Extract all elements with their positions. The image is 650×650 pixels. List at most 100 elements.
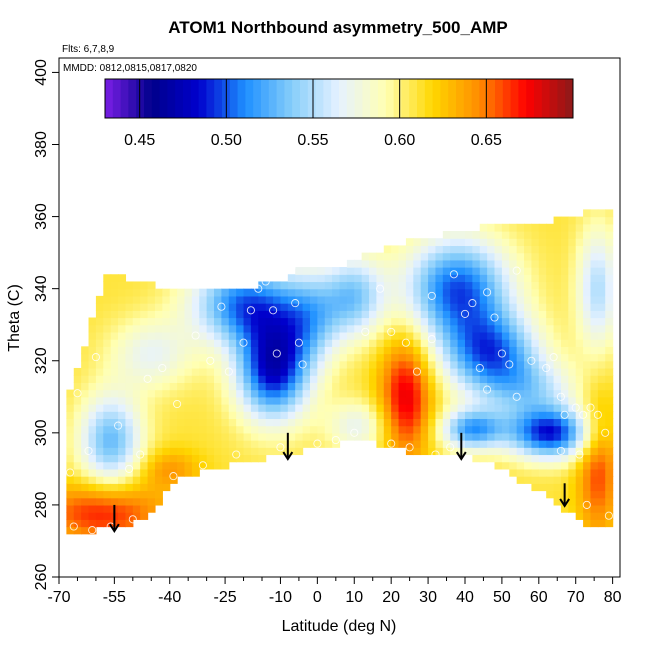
heatmap-cell	[287, 360, 296, 369]
heatmap-cell	[405, 425, 414, 434]
heatmap-cell	[405, 331, 414, 340]
heatmap-cell	[154, 324, 163, 333]
heatmap-cell	[605, 231, 614, 239]
heatmap-cell	[501, 461, 510, 470]
heatmap-cell	[184, 367, 193, 376]
colorbar-swatch	[518, 79, 527, 118]
heatmap-cell	[81, 519, 90, 528]
heatmap-cell	[391, 425, 400, 434]
heatmap-cell	[524, 231, 533, 239]
heatmap-cell	[398, 425, 407, 434]
heatmap-cell	[184, 411, 193, 420]
heatmap-cell	[575, 288, 584, 297]
heatmap-cell	[597, 454, 606, 463]
heatmap-cell	[479, 295, 488, 304]
heatmap-cell	[605, 245, 614, 254]
heatmap-cell	[361, 411, 370, 420]
heatmap-cell	[125, 353, 134, 362]
heatmap-cell	[560, 295, 569, 304]
heatmap-cell	[103, 396, 112, 405]
heatmap-cell	[295, 389, 304, 398]
heatmap-cell	[383, 295, 392, 304]
heatmap-cell	[369, 274, 378, 283]
heatmap-cell	[501, 454, 510, 463]
heatmap-cell	[546, 252, 555, 261]
x-axis-label: Latitude (deg N)	[282, 618, 397, 635]
heatmap-cell	[273, 317, 282, 326]
y-tick-label: 260	[33, 564, 50, 591]
colorbar-swatch	[183, 79, 192, 118]
heatmap-cell	[273, 331, 282, 340]
heatmap-cell	[162, 310, 171, 319]
heatmap-cell	[214, 411, 222, 420]
heatmap-cell	[420, 238, 429, 247]
heatmap-cell	[442, 425, 451, 434]
heatmap-cell	[103, 440, 112, 448]
heatmap-cell	[472, 418, 481, 427]
heatmap-cell	[413, 346, 422, 355]
heatmap-cell	[575, 259, 584, 268]
observation-point	[483, 288, 492, 297]
heatmap-cell	[457, 396, 466, 405]
heatmap-cell	[214, 447, 222, 456]
heatmap-cell	[487, 396, 496, 405]
heatmap-cell	[590, 245, 599, 254]
heatmap-cell	[258, 447, 267, 456]
heatmap-cell	[154, 295, 163, 304]
heatmap-cell	[413, 447, 422, 456]
heatmap-cell	[590, 440, 599, 448]
heatmap-cell	[457, 274, 466, 283]
heatmap-cell	[442, 360, 451, 369]
heatmap-cell	[590, 461, 599, 470]
heatmap-cell	[228, 382, 237, 391]
heatmap-cell	[442, 303, 451, 311]
colorbar-swatch	[229, 79, 239, 118]
heatmap-cell	[524, 281, 533, 290]
heatmap-cell	[479, 375, 488, 383]
heatmap-cell	[250, 360, 259, 369]
heatmap-cell	[538, 238, 547, 247]
heatmap-cell	[560, 476, 569, 484]
heatmap-cell	[597, 432, 606, 441]
heatmap-cell	[280, 367, 289, 376]
heatmap-cell	[280, 331, 289, 340]
heatmap-cell	[442, 382, 451, 391]
heatmap-cell	[583, 209, 592, 218]
heatmap-cell	[199, 360, 208, 369]
heatmap-cell	[472, 454, 481, 463]
heatmap-cell	[346, 303, 355, 311]
colorbar-swatch	[237, 79, 246, 118]
heatmap-cell	[376, 432, 385, 441]
heatmap-cell	[177, 353, 186, 362]
heatmap-cell	[110, 389, 119, 398]
heatmap-cell	[236, 447, 245, 456]
heatmap-cell	[73, 382, 82, 391]
heatmap-cell	[369, 339, 378, 347]
heatmap-cell	[140, 331, 149, 340]
heatmap-cell	[464, 382, 473, 391]
heatmap-cell	[258, 440, 267, 448]
heatmap-cell	[531, 324, 540, 333]
heatmap-cell	[324, 411, 333, 420]
heatmap-cell	[494, 432, 503, 441]
observation-point	[206, 356, 215, 365]
heatmap-cell	[450, 411, 459, 420]
heatmap-cell	[568, 375, 577, 383]
heatmap-cell	[103, 476, 112, 484]
heatmap-cell	[302, 425, 311, 434]
heatmap-cell	[435, 245, 444, 254]
heatmap-cell	[575, 245, 584, 254]
heatmap-cell	[317, 310, 326, 319]
heatmap-cell	[597, 295, 606, 304]
heatmap-cell	[147, 440, 156, 448]
heatmap-cell	[206, 375, 215, 383]
heatmap-cell	[516, 389, 525, 398]
heatmap-cell	[501, 259, 510, 268]
heatmap-cell	[199, 339, 208, 347]
heatmap-cell	[509, 231, 518, 239]
heatmap-cell	[494, 396, 503, 405]
heatmap-cell	[450, 375, 459, 383]
heatmap-cell	[125, 303, 134, 311]
heatmap-cell	[258, 281, 267, 290]
heatmap-cell	[405, 303, 414, 311]
